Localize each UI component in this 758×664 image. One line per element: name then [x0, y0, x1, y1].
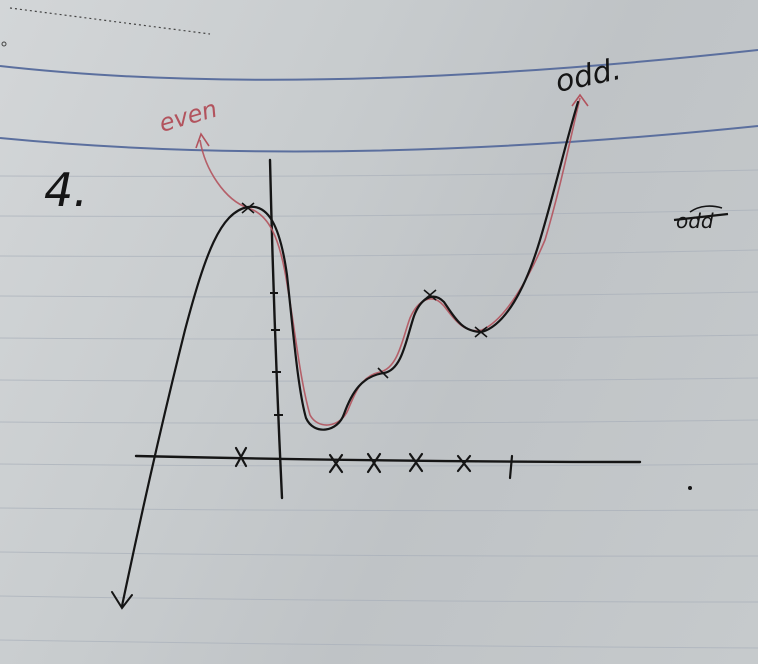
function-curve — [120, 100, 580, 608]
stray-dot-edge — [1, 41, 7, 47]
label-even: even — [156, 95, 220, 138]
crossed-out-note: odd — [673, 205, 729, 233]
red-arrow-right — [571, 93, 589, 107]
turning-point-marks — [241, 202, 488, 379]
label-odd: odd. — [552, 52, 624, 100]
strike-through-2 — [689, 205, 723, 213]
red-curve-overlay — [199, 97, 581, 426]
stray-dot — [688, 486, 692, 490]
curve-arrow-down — [111, 591, 133, 610]
y-axis-ticks — [270, 292, 283, 416]
x-axis — [134, 454, 642, 464]
dotted-top-line — [9, 7, 211, 35]
ruled-lines — [0, 169, 758, 649]
blue-rule-line-upper — [0, 49, 758, 81]
red-arrow-left — [195, 132, 210, 149]
strike-through — [673, 212, 729, 222]
blue-rule-line-lower — [0, 125, 758, 153]
x-axis-root-marks — [234, 446, 514, 480]
question-number: 4. — [44, 163, 88, 217]
label-odd-crossed: odd — [676, 209, 714, 233]
